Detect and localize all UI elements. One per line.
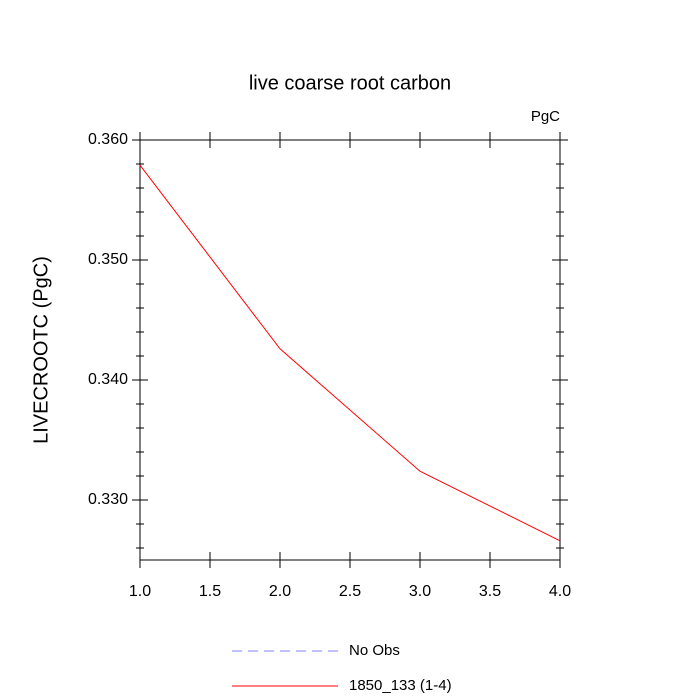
x-tick-label: 3.0 — [409, 583, 431, 600]
x-tick-label: 2.0 — [269, 583, 291, 600]
legend-label: 1850_133 (1-4) — [349, 677, 452, 694]
x-tick-label: 1.0 — [129, 583, 151, 600]
x-tick-label: 4.0 — [549, 583, 571, 600]
y-axis-label: LIVECROOTC (PgC) — [30, 256, 52, 444]
x-tick-label: 3.5 — [479, 583, 501, 600]
series-line — [139, 164, 561, 542]
units-label: PgC — [531, 108, 560, 125]
y-tick-label: 0.350 — [88, 251, 128, 268]
plot-frame — [139, 139, 561, 561]
y-tick-label: 0.340 — [88, 371, 128, 388]
x-tick-label: 2.5 — [339, 583, 361, 600]
y-tick-label: 0.360 — [88, 131, 128, 148]
x-tick-label: 1.5 — [199, 583, 221, 600]
chart-title: live coarse root carbon — [249, 72, 451, 94]
legend-label: No Obs — [349, 642, 400, 659]
y-tick-label: 0.330 — [88, 491, 128, 508]
